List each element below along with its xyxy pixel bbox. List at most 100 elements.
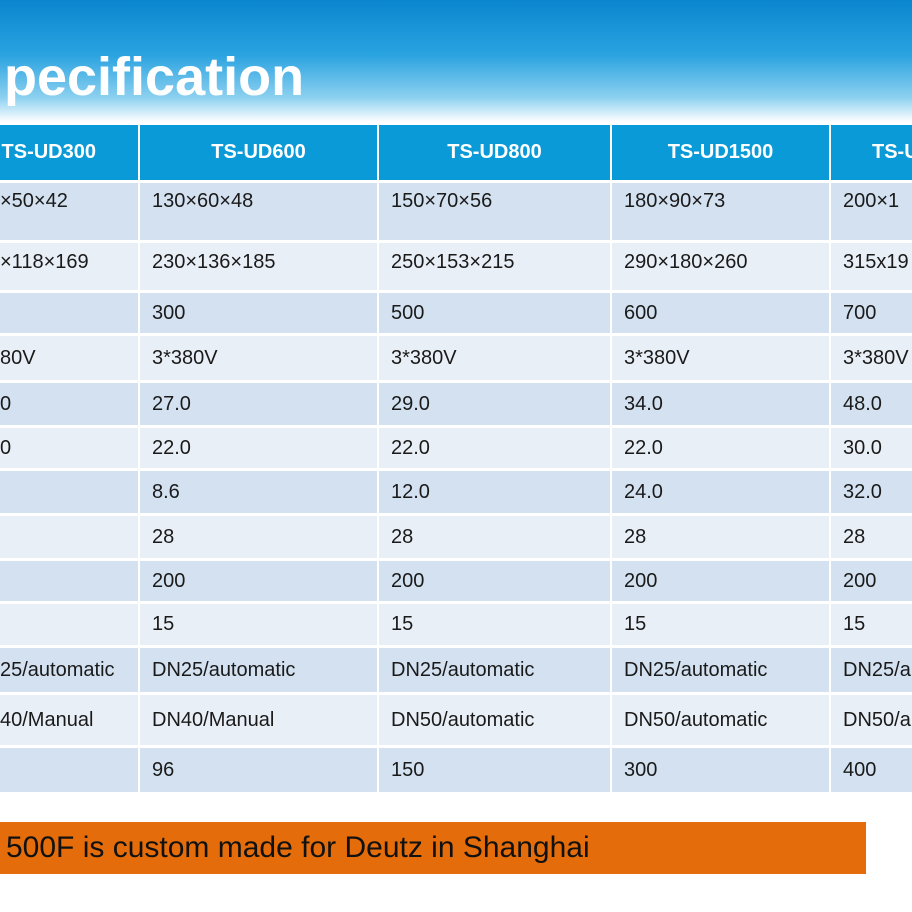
cell-text: DN50/automatic xyxy=(624,708,768,731)
cell-text: 0 xyxy=(0,392,12,415)
table-cell: 96 xyxy=(140,748,377,792)
table-cell: 48.0 xyxy=(831,383,912,425)
banner: pecification xyxy=(0,0,912,122)
table-cell: 15 xyxy=(831,604,912,645)
cell-text: 150 xyxy=(391,758,425,781)
cell-text: 8.6 xyxy=(152,480,180,503)
cell-text: 200 xyxy=(624,569,658,592)
table-cell: ×118×169 xyxy=(0,243,138,290)
cell-text: 96 xyxy=(152,758,175,781)
table-cell: 28 xyxy=(140,516,377,558)
cell-text: DN25/a xyxy=(843,658,911,681)
cell-text: TS-UD600 xyxy=(211,141,306,163)
table-cell: 315x19 xyxy=(831,243,912,290)
cell-text: 15 xyxy=(843,613,866,635)
table-cell: 40/Manual xyxy=(0,695,138,745)
column-header: TS-UD600 xyxy=(140,125,377,180)
table-cell xyxy=(0,561,138,601)
table-cell: 27.0 xyxy=(140,383,377,425)
cell-text: 22.0 xyxy=(391,436,430,459)
table-cell: 3*380V xyxy=(831,336,912,380)
cell-text: 22.0 xyxy=(152,436,191,459)
cell-text: 28 xyxy=(391,525,414,548)
table-cell: 34.0 xyxy=(612,383,829,425)
cell-text: 200 xyxy=(152,569,186,592)
cell-text: 48.0 xyxy=(843,392,882,415)
table-cell: 29.0 xyxy=(379,383,610,425)
table-cell: ×50×42 xyxy=(0,183,138,240)
cell-text: ×50×42 xyxy=(0,190,68,212)
cell-text: 200×1 xyxy=(843,190,900,212)
table-cell: 200 xyxy=(379,561,610,601)
cell-text: 29.0 xyxy=(391,392,430,415)
cell-text: TS-UD1500 xyxy=(667,141,774,163)
table-cell: 15 xyxy=(379,604,610,645)
table-cell: 22.0 xyxy=(379,428,610,468)
slide-title: pecification xyxy=(4,47,305,107)
table-cell: 0 xyxy=(0,383,138,425)
table-cell xyxy=(0,516,138,558)
table-cell: DN50/a xyxy=(831,695,912,745)
cell-text: 250×153×215 xyxy=(391,251,515,273)
table-cell: 30.0 xyxy=(831,428,912,468)
cell-text: TS-UD800 xyxy=(447,141,542,163)
table-cell: 290×180×260 xyxy=(612,243,829,290)
cell-text: 180×90×73 xyxy=(624,190,726,212)
cell-text: 30.0 xyxy=(843,436,882,459)
cell-text: DN40/Manual xyxy=(152,708,275,731)
footer-note: 500F is custom made for Deutz in Shangha… xyxy=(0,822,866,874)
table-cell: DN25/a xyxy=(831,648,912,692)
cell-text: DN25/automatic xyxy=(152,658,296,681)
cell-text: 28 xyxy=(624,525,647,548)
cell-text: 290×180×260 xyxy=(624,251,748,273)
table-cell: 250×153×215 xyxy=(379,243,610,290)
table-cell: 500 xyxy=(379,293,610,333)
table-cell: 22.0 xyxy=(612,428,829,468)
table-cell: 180×90×73 xyxy=(612,183,829,240)
table-cell: 80V xyxy=(0,336,138,380)
cell-text: 80V xyxy=(0,346,36,369)
table-cell: 24.0 xyxy=(612,471,829,513)
cell-text: 300 xyxy=(624,758,658,781)
cell-text: 500 xyxy=(391,301,425,324)
cell-text: 3*380V xyxy=(391,346,457,369)
column-header: TS-U xyxy=(831,125,912,180)
cell-text: 12.0 xyxy=(391,480,430,503)
table-cell: 25/automatic xyxy=(0,648,138,692)
table-cell xyxy=(0,293,138,333)
cell-text: 150×70×56 xyxy=(391,190,493,212)
table-cell: 22.0 xyxy=(140,428,377,468)
cell-text: 40/Manual xyxy=(0,708,94,731)
cell-text: 28 xyxy=(152,525,175,548)
table-cell: DN25/automatic xyxy=(612,648,829,692)
table-cell xyxy=(0,748,138,792)
table-cell: 200×1 xyxy=(831,183,912,240)
cell-text: 34.0 xyxy=(624,392,663,415)
table-cell: DN50/automatic xyxy=(379,695,610,745)
cell-text: 22.0 xyxy=(624,436,663,459)
cell-text: 24.0 xyxy=(624,480,663,503)
cell-text: 600 xyxy=(624,301,658,324)
table-cell: 28 xyxy=(612,516,829,558)
cell-text: 230×136×185 xyxy=(152,251,276,273)
cell-text: 130×60×48 xyxy=(152,190,254,212)
cell-text: 28 xyxy=(843,525,866,548)
table-cell: 150×70×56 xyxy=(379,183,610,240)
table-cell: 3*380V xyxy=(612,336,829,380)
table-cell: 200 xyxy=(612,561,829,601)
table-cell: DN40/Manual xyxy=(140,695,377,745)
cell-text: 200 xyxy=(843,569,877,592)
column-header: TS-UD1500 xyxy=(612,125,829,180)
table-cell: 230×136×185 xyxy=(140,243,377,290)
cell-text: DN25/automatic xyxy=(391,658,535,681)
column-header: TS-UD800 xyxy=(379,125,610,180)
table-cell: 32.0 xyxy=(831,471,912,513)
table-cell: 400 xyxy=(831,748,912,792)
cell-text: TS-U xyxy=(872,141,912,163)
table-cell: 600 xyxy=(612,293,829,333)
cell-text: 15 xyxy=(152,613,175,635)
table-cell: 700 xyxy=(831,293,912,333)
table-cell xyxy=(0,604,138,645)
table-cell: 200 xyxy=(831,561,912,601)
